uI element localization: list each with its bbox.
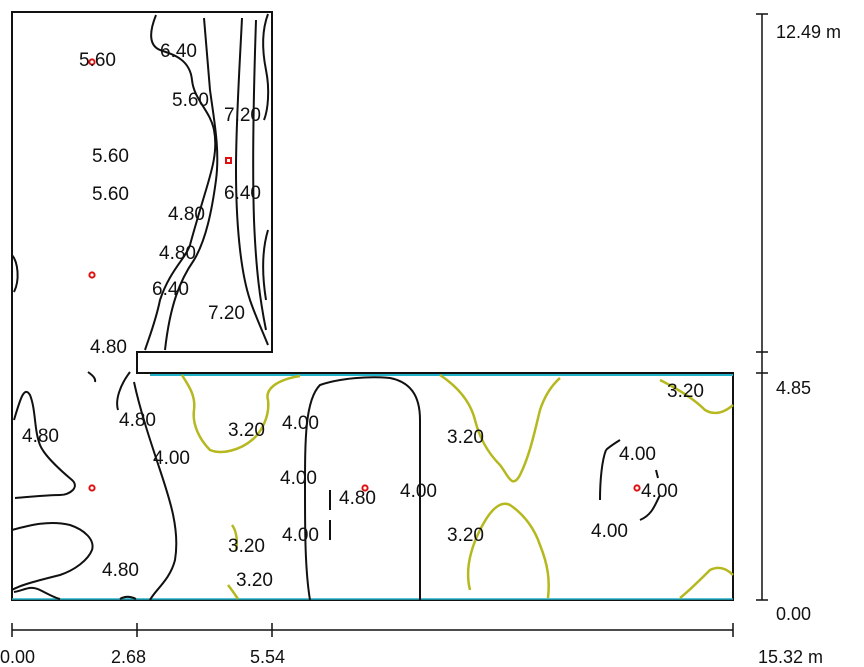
contour-label: 4.80 xyxy=(168,204,205,225)
x-tick-3: 15.32 m xyxy=(758,647,823,667)
contour-label: 7.20 xyxy=(208,303,245,324)
contour-label: 4.00 xyxy=(280,468,317,489)
contour-label: 4.80 xyxy=(119,410,156,431)
contour-label: 4.80 xyxy=(159,243,196,264)
contour-label: 4.80 xyxy=(90,337,127,358)
contour-label: 4.80 xyxy=(102,560,139,581)
contour-label: 5.60 xyxy=(79,50,116,71)
contour-label: 3.20 xyxy=(228,536,265,557)
sensor-point xyxy=(225,157,232,164)
y-tick-bottom: 0.00 xyxy=(776,604,811,624)
contour-value-labels: 5.60 6.40 5.60 7.20 5.60 6.40 5.60 4.80 … xyxy=(22,41,704,591)
contour-label: 3.20 xyxy=(236,570,273,591)
contour-label: 7.20 xyxy=(224,105,261,126)
contour-line xyxy=(252,19,267,331)
sensor-point xyxy=(88,271,96,279)
contour-label: 3.20 xyxy=(667,381,704,402)
x-dimension xyxy=(11,623,734,637)
contour-line xyxy=(230,524,239,551)
contour-line xyxy=(262,229,269,301)
y-dimension xyxy=(756,13,768,601)
contour-line xyxy=(164,17,219,351)
contour-line xyxy=(262,13,270,121)
contour-label: 4.80 xyxy=(22,426,59,447)
sensor-point xyxy=(361,484,369,492)
contour-label: 5.60 xyxy=(92,184,129,205)
contours-yellow xyxy=(180,373,734,600)
contour-line xyxy=(11,254,19,293)
contour-line xyxy=(13,586,61,600)
contour-line xyxy=(466,502,550,599)
x-tick-0: 0.00 xyxy=(0,647,35,667)
y-tick-mid: 4.85 xyxy=(776,378,811,398)
contour-line xyxy=(116,371,131,411)
sensor-point xyxy=(88,484,96,492)
x-tick-2: 5.54 xyxy=(250,647,285,667)
contour-line xyxy=(180,374,301,454)
contour-label: 6.40 xyxy=(224,183,261,204)
contour-label: 4.00 xyxy=(282,413,319,434)
x-tick-1: 2.68 xyxy=(111,647,146,667)
contour-line xyxy=(87,371,97,383)
contour-label: 6.40 xyxy=(160,41,197,62)
contour-label: 4.00 xyxy=(400,481,437,502)
room-outline xyxy=(11,11,734,601)
contour-line xyxy=(599,449,607,501)
contour-line xyxy=(11,521,94,591)
sensor-markers xyxy=(88,58,641,492)
contour-line xyxy=(659,378,734,415)
contour-label: 3.20 xyxy=(447,427,484,448)
contour-label: 6.40 xyxy=(152,279,189,300)
contour-label: 4.00 xyxy=(619,444,656,465)
sensor-point xyxy=(88,58,96,66)
contour-line xyxy=(304,376,422,601)
contour-label: 4.00 xyxy=(641,481,678,502)
contour-label: 3.20 xyxy=(228,420,265,441)
contour-label: 4.80 xyxy=(339,488,376,509)
contour-line xyxy=(605,439,621,451)
contour-line xyxy=(144,14,217,351)
contours-black xyxy=(11,13,661,601)
contour-line xyxy=(679,566,734,599)
contour-line xyxy=(13,390,76,499)
contour-label: 5.60 xyxy=(92,146,129,167)
contour-label: 4.00 xyxy=(591,521,628,542)
contour-label: 4.00 xyxy=(153,448,190,469)
contour-line xyxy=(133,381,178,601)
contour-line xyxy=(439,373,561,483)
contour-line xyxy=(227,584,240,600)
contour-line xyxy=(639,494,661,521)
contour-line xyxy=(234,17,269,346)
y-tick-top: 12.49 m xyxy=(776,22,841,42)
contour-label: 5.60 xyxy=(172,90,209,111)
contour-label: 3.20 xyxy=(447,525,484,546)
contour-label: 4.00 xyxy=(282,525,319,546)
sensor-point xyxy=(633,484,641,492)
contour-line xyxy=(119,595,137,600)
contour-line xyxy=(655,469,659,479)
